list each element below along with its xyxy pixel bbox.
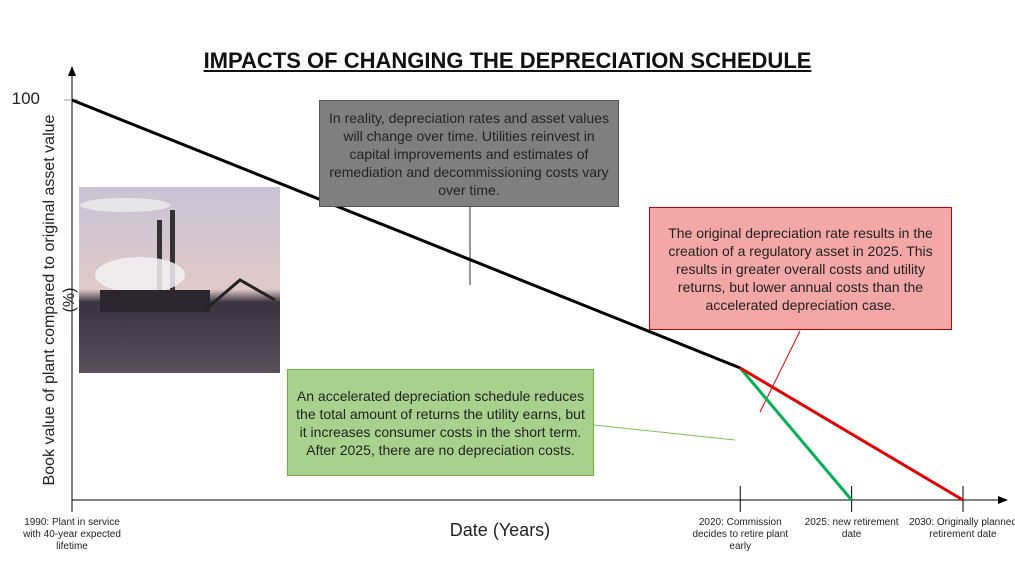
y-tick-label: 100 <box>11 89 40 108</box>
leader-line <box>593 424 736 441</box>
x-tick-label: 2030: Originally planned retirement date <box>909 517 1015 540</box>
x-tick-label: 2020: Commission decides to retire plant… <box>692 517 789 552</box>
annotation: The original depreciation rate results i… <box>649 207 952 330</box>
chart-title: IMPACTS OF CHANGING THE DEPRECIATION SCH… <box>203 48 812 73</box>
plant-photo <box>79 187 280 373</box>
x-axis-arrow <box>998 496 1008 504</box>
data-line <box>71 98 741 370</box>
x-tick-label: 2025: new retirement date <box>804 517 899 540</box>
data-line <box>739 367 853 501</box>
annotation: An accelerated depreciation schedule red… <box>287 369 594 476</box>
x-tick-label: 1990: Plant in service with 40-year expe… <box>23 517 121 552</box>
data-line <box>739 366 964 502</box>
annotation: In reality, depreciation rates and asset… <box>319 100 619 207</box>
y-axis-label: Book value of plant compared to original… <box>41 114 78 486</box>
y-axis-arrow <box>68 66 76 76</box>
x-axis-label: Date (Years) <box>449 520 551 540</box>
